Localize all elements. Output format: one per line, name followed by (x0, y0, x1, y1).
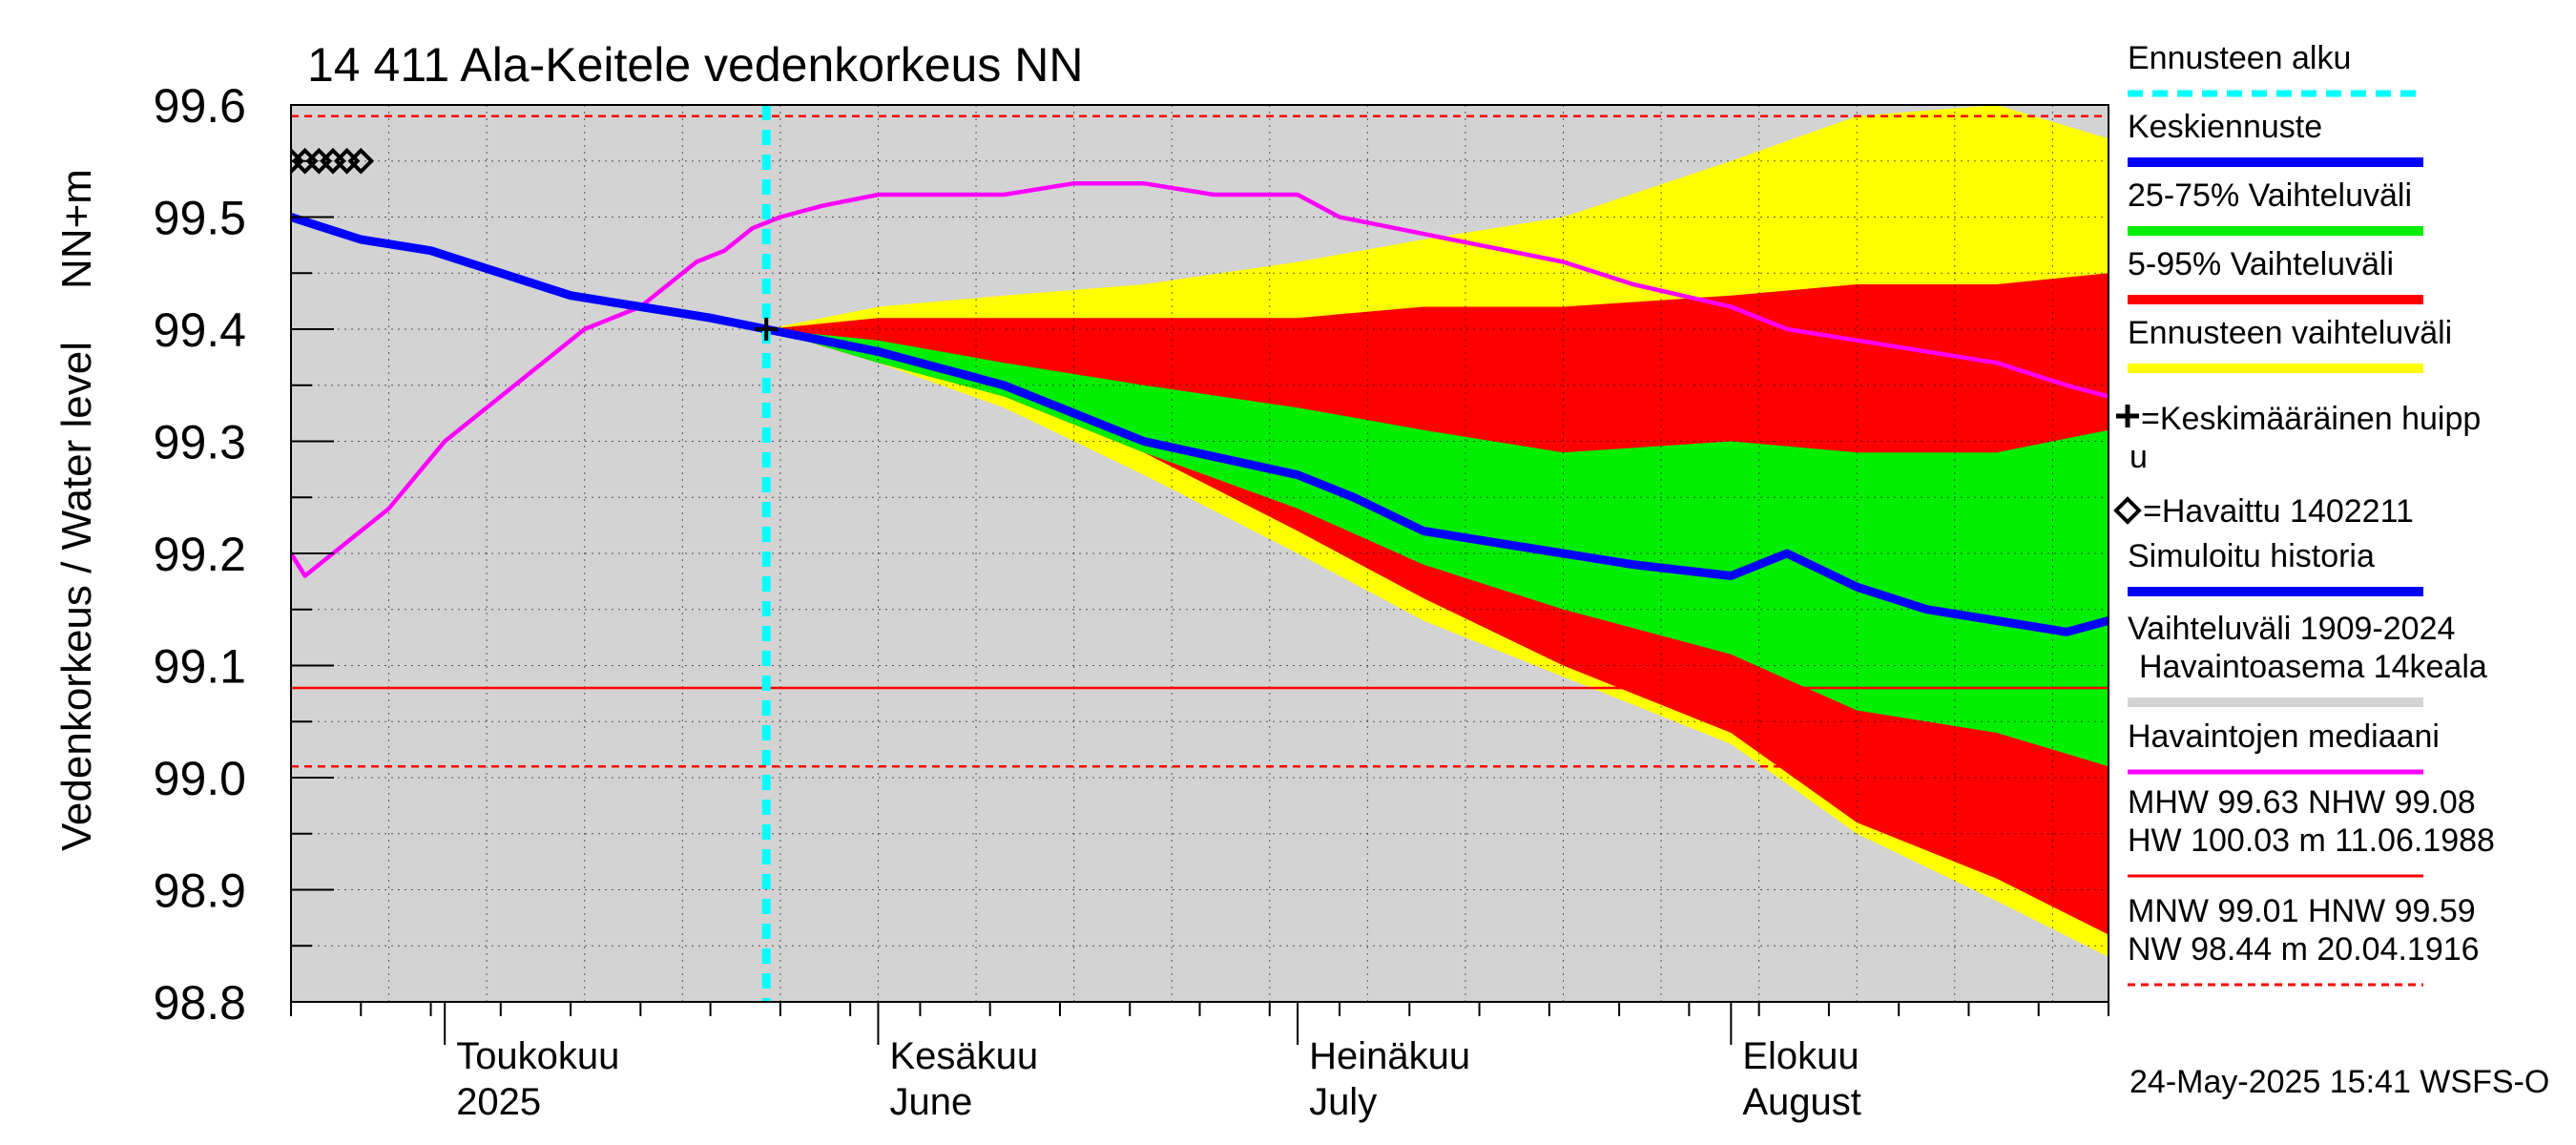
legend-label: Ennusteen alku (2128, 40, 2351, 76)
y-axis-unit: NN+m (53, 169, 100, 289)
x-month-label: Kesäkuu (889, 1035, 1038, 1077)
legend-label: Vaihteluväli 1909-2024 (2128, 611, 2455, 647)
y-tick-label: 98.9 (154, 864, 246, 918)
y-tick-label: 99.1 (154, 640, 246, 694)
band-3 (766, 329, 2109, 767)
chart-title: 14 411 Ala-Keitele vedenkorkeus NN (307, 38, 1083, 92)
legend-label: =Havaittu 1402211 (2143, 493, 2414, 530)
series-line-4 (291, 180, 2109, 578)
legend-label: MHW 99.63 NHW 99.08 (2128, 784, 2476, 821)
x-month-label-en: 2025 (456, 1081, 541, 1123)
legend-label-2: Havaintoasema 14keala (2139, 649, 2487, 685)
x-month-label-en: August (1742, 1081, 1861, 1123)
average-peak-marker (755, 318, 779, 341)
y-tick-label: 99.6 (154, 79, 246, 133)
y-tick-label: 99.3 (154, 416, 246, 469)
y-tick-label: 99.0 (154, 752, 246, 805)
x-month-label: Toukokuu (456, 1035, 619, 1077)
y-tick-label: 98.8 (154, 976, 246, 1030)
legend-label: Havaintojen mediaani (2128, 718, 2440, 755)
legend-label: MNW 99.01 HNW 99.59 (2128, 893, 2476, 929)
legend: Ennusteen alku Keskiennuste 25-75% Vaihtel… (2113, 40, 2549, 1100)
legend-label-2: HW 100.03 m 11.06.1988 (2128, 822, 2495, 859)
legend-label: 5-95% Vaihteluväli (2128, 246, 2394, 282)
timestamp: 24-May-2025 15:41 WSFS-O (2129, 1064, 2549, 1100)
y-tick-label: 99.5 (154, 192, 246, 245)
legend-label-2: NW 98.44 m 20.04.1916 (2128, 931, 2480, 968)
axes: 98.8 98.9 99.0 99.1 99.2 99.3 99.4 99.5 99.6 Vede… (53, 79, 2109, 1123)
x-month-label: Elokuu (1742, 1035, 1859, 1077)
legend-label-2: u (2129, 439, 2148, 475)
y-tick-label: 99.2 (154, 528, 246, 581)
legend-label: Simuloitu historia (2128, 538, 2375, 574)
x-month-label-en: July (1309, 1081, 1377, 1123)
y-axis-label: Vedenkorkeus / Water level (53, 342, 100, 851)
legend-label: Ennusteen vaihteluväli (2128, 315, 2452, 351)
band-2 (766, 273, 2109, 935)
y-tick-label: 99.4 (154, 303, 246, 357)
series-line-5 (291, 213, 2109, 636)
x-month-label: Heinäkuu (1309, 1035, 1470, 1077)
plot-area (291, 105, 2109, 1002)
x-month-label-en: June (889, 1081, 972, 1123)
legend-label: 25-75% Vaihteluväli (2128, 177, 2412, 214)
legend-label: Keskiennuste (2128, 109, 2322, 145)
legend-plus-icon (2116, 405, 2139, 427)
observed-marker (347, 147, 375, 175)
legend-label: =Keskimääräinen huipp (2141, 401, 2481, 437)
legend-diamond-icon (2113, 496, 2142, 525)
